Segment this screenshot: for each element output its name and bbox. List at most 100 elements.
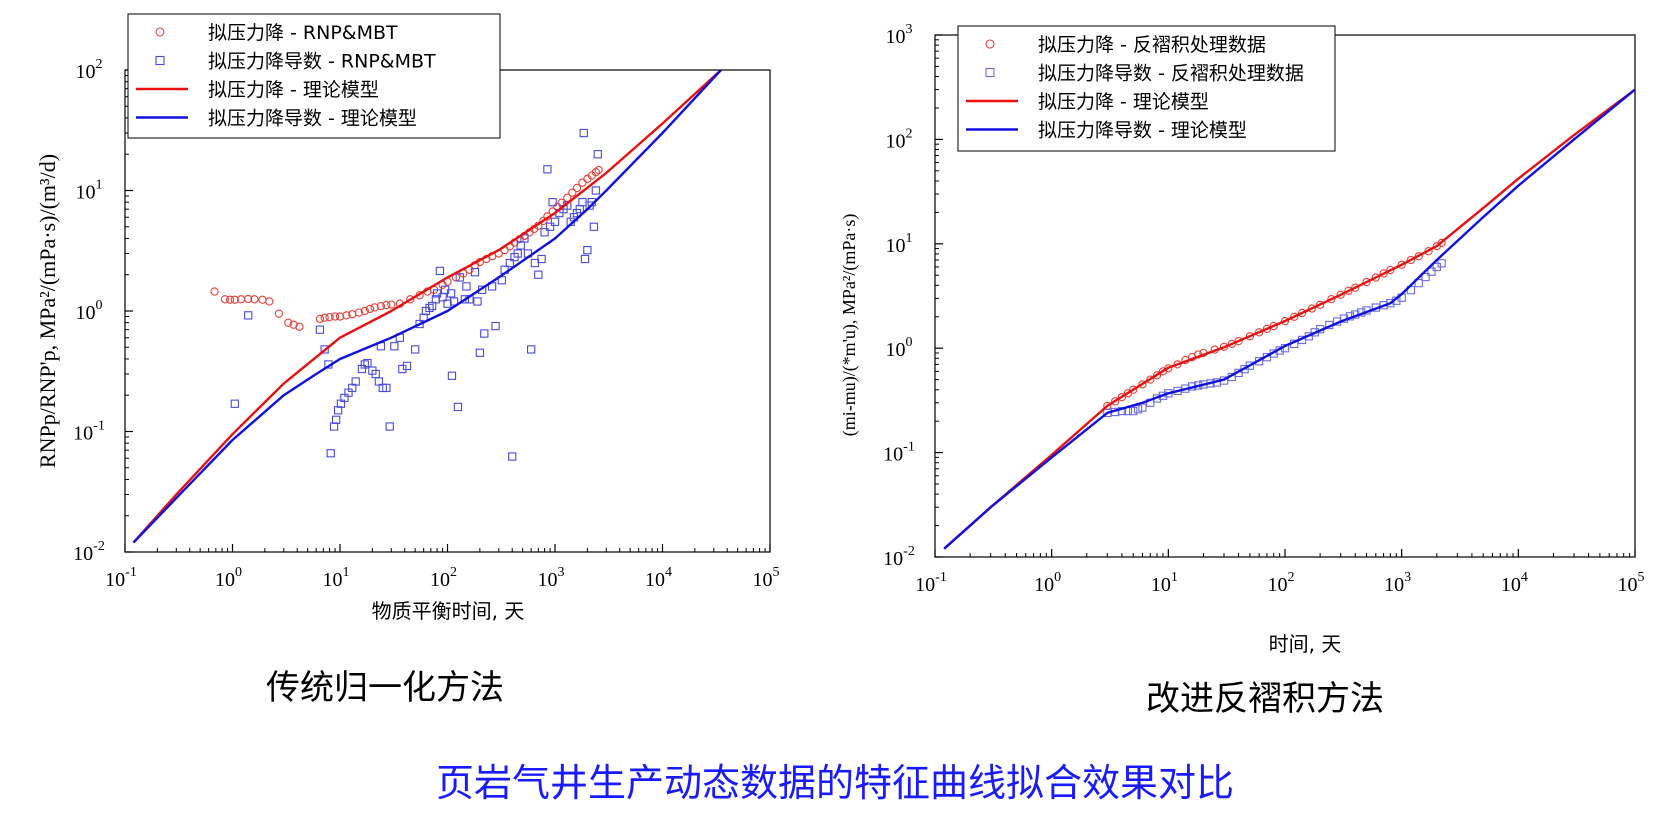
x-tick-exp: 3	[1404, 570, 1411, 585]
data-point	[244, 311, 253, 320]
data-point	[320, 313, 329, 322]
chart-left-caption: 传统归一化方法	[266, 668, 504, 708]
data-point	[250, 295, 259, 304]
x-tick-exp: -1	[935, 570, 947, 585]
y-tick-exp: 0	[906, 335, 913, 350]
data-point	[435, 266, 445, 276]
data-point	[1146, 375, 1155, 384]
data-point	[589, 222, 599, 231]
data-point	[230, 399, 239, 408]
data-point	[1397, 260, 1406, 269]
x-tick-base: 10	[915, 574, 935, 596]
data-point	[370, 303, 379, 312]
data-point	[580, 254, 590, 264]
x-tick-exp: 1	[343, 565, 350, 580]
data-point	[527, 345, 536, 354]
x-tick-label: 100	[215, 565, 242, 591]
data-point	[1138, 403, 1147, 412]
data-point	[326, 449, 335, 458]
data-point	[351, 377, 360, 386]
legend-swatch-square	[985, 67, 995, 78]
legend-box	[957, 25, 1336, 152]
y-tick-base: 10	[883, 444, 903, 466]
data-point	[382, 300, 391, 310]
data-point	[1421, 272, 1430, 282]
y-tick-label: 102	[76, 57, 103, 83]
data-point	[1245, 332, 1255, 341]
data-point	[274, 309, 284, 318]
data-point	[1386, 265, 1395, 275]
data-point	[295, 322, 304, 331]
legend-entry-label: 拟压力降 - 理论模型	[208, 79, 379, 101]
data-point	[357, 364, 367, 374]
x-tick-exp: 2	[1288, 570, 1295, 585]
data-point	[470, 268, 480, 277]
data-point	[325, 312, 334, 322]
data-point	[540, 228, 549, 237]
data-point	[342, 311, 351, 320]
data-point	[449, 297, 459, 306]
x-tick-exp: 4	[665, 565, 672, 580]
series-group	[943, 88, 1635, 550]
data-point	[265, 297, 274, 306]
data-point	[593, 150, 602, 159]
data-point	[550, 217, 560, 226]
y-tick-label: 10-2	[883, 544, 915, 570]
legend-entry-label: 拟压力降 - 理论模型	[1038, 91, 1209, 113]
x-tick-label: 104	[1501, 570, 1528, 596]
y-tick-exp: -1	[93, 419, 105, 434]
x-tick-base: 10	[753, 569, 773, 591]
data-point	[1437, 238, 1446, 248]
y-tick-exp: -2	[93, 539, 105, 554]
data-point	[513, 249, 522, 258]
y-tick-exp: 0	[96, 298, 103, 313]
data-point	[365, 304, 375, 314]
legend-entry-label: 拟压力降导数 - 理论模型	[208, 108, 417, 130]
x-tick-label: 103	[538, 565, 565, 591]
y-tick-label: 101	[886, 231, 913, 257]
y-tick-base: 10	[886, 26, 906, 48]
data-point	[473, 297, 482, 306]
y-tick-exp: 1	[96, 178, 103, 193]
data-point	[376, 301, 386, 311]
data-point	[1280, 316, 1290, 326]
x-tick-label: 105	[753, 565, 780, 591]
x-tick-base: 10	[323, 569, 343, 591]
x-axis-label: 时间, 天	[1269, 632, 1342, 656]
data-point	[1344, 286, 1353, 295]
data-point	[382, 383, 391, 393]
data-point	[335, 312, 345, 321]
x-tick-base: 10	[645, 569, 665, 591]
data-point	[578, 198, 587, 207]
data-point	[460, 295, 469, 304]
y-tick-base: 10	[886, 235, 906, 257]
legend-swatch-circle	[155, 27, 165, 37]
y-tick-exp: 2	[96, 57, 103, 72]
x-tick-base: 10	[1501, 574, 1521, 596]
y-tick-base: 10	[76, 182, 96, 204]
data-point	[443, 299, 452, 308]
data-point	[387, 300, 396, 309]
data-point	[406, 295, 415, 304]
legend: 拟压力降 - RNP&MBT 拟压力降导数 - RNP&MBT 拟压力降 - 理论模…	[127, 13, 501, 139]
data-point	[1245, 361, 1255, 370]
x-tick-label: 100	[1034, 570, 1061, 596]
data-point	[315, 325, 325, 334]
data-point	[568, 188, 577, 197]
x-tick-label: 102	[430, 565, 457, 591]
y-tick-label: 10-1	[73, 419, 105, 445]
data-point	[385, 422, 394, 431]
data-point	[1414, 278, 1423, 288]
data-point	[360, 306, 369, 316]
data-point	[1386, 299, 1395, 308]
series-line	[132, 70, 722, 544]
data-point	[530, 258, 540, 268]
y-tick-exp: 3	[906, 22, 913, 37]
x-tick-exp: 3	[558, 565, 565, 580]
data-point	[210, 287, 219, 296]
main-title: 页岩气井生产动态数据的特征曲线拟合效果对比	[435, 761, 1234, 805]
data-point	[563, 193, 572, 202]
data-point	[402, 361, 412, 371]
data-point	[453, 402, 463, 412]
